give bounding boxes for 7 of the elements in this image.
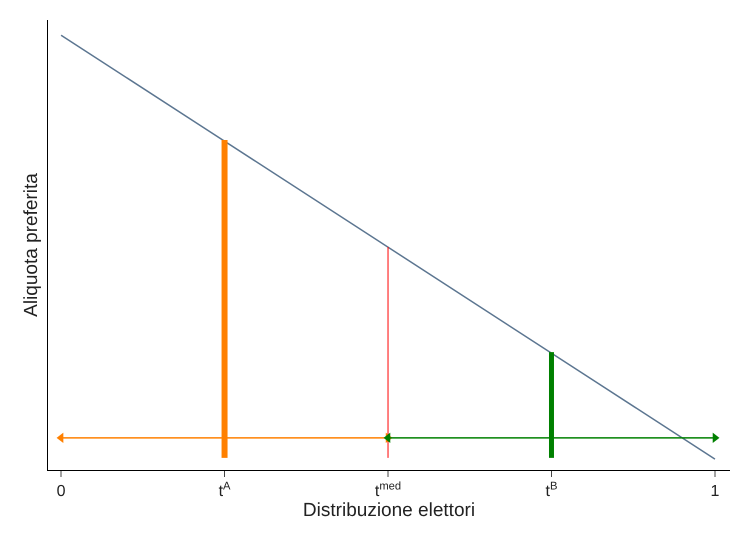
y-axis-title: Aliquota preferita — [20, 172, 42, 317]
x-tick-label: t$^{A}$ — [218, 480, 232, 500]
x-tick-label: t$^{B}$ — [546, 480, 558, 500]
x-tick-label: 0 — [56, 483, 66, 500]
x-axis-title: Distribuzione elettori — [302, 500, 476, 522]
x-tick-label: 1 — [710, 483, 720, 500]
x-tick-label: t$^{med}$ — [374, 480, 402, 500]
